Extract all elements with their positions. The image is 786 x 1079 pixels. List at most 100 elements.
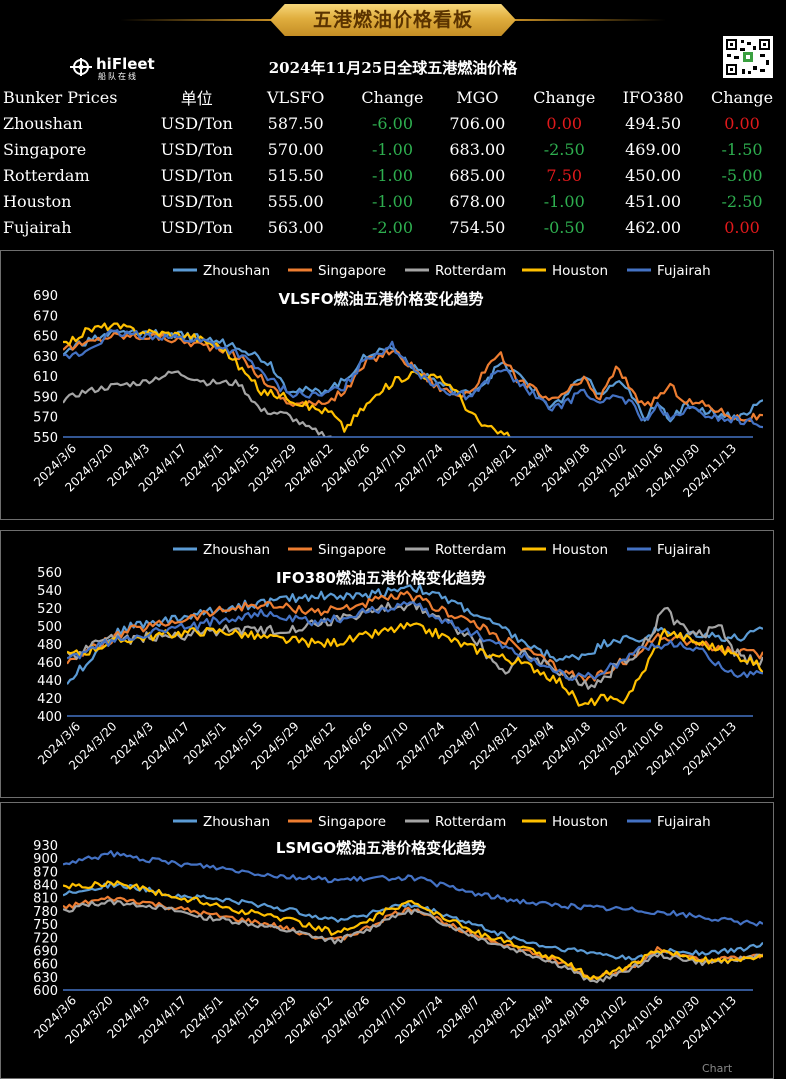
banner-left-rule	[120, 19, 272, 21]
price-cell: 451.00	[625, 191, 682, 211]
y-tick-label: 540	[37, 584, 62, 599]
legend-label: Rotterdam	[435, 263, 506, 279]
legend-label: Singapore	[318, 814, 386, 830]
unit-cell: USD/Ton	[160, 191, 233, 211]
chart-title: VLSFO燃油五港价格变化趋势	[279, 290, 484, 308]
legend-label: Fujairah	[657, 542, 711, 558]
y-tick-label: 480	[37, 638, 62, 653]
legend-label: Houston	[552, 542, 608, 558]
series-line-singapore	[63, 895, 763, 982]
table-row: Zhoushan USD/Ton 587.50 -6.00 706.00 0.00 494.…	[3, 110, 786, 136]
legend-label: Zhoushan	[203, 814, 270, 830]
y-tick-label: 870	[33, 865, 58, 880]
unit-cell: USD/Ton	[160, 217, 233, 237]
banner-plate	[270, 4, 516, 36]
plot-area	[63, 850, 763, 984]
header-banner: 五港燃油价格看板	[0, 0, 786, 40]
series-line-fujairah	[67, 601, 763, 681]
y-tick-label: 520	[37, 602, 62, 617]
hifleet-logo: hiFleet 船队在线	[70, 55, 160, 81]
change-cell: -2.50	[543, 139, 585, 159]
logo-name: hiFleet	[96, 55, 155, 73]
legend-label: Houston	[552, 814, 608, 830]
price-cell: 706.00	[449, 113, 506, 133]
legend-label: Zhoushan	[203, 542, 270, 558]
vlsfo-chart-panel: 550 570 590 610 630 650 670 690 VLSFO燃油五港价格变化趋势 Z…	[0, 250, 774, 520]
report-subtitle: 2024年11月25日全球五港燃油价格	[268, 59, 518, 77]
y-tick-label: 720	[33, 931, 58, 946]
chart-title: LSMGO燃油五港价格变化趋势	[276, 839, 486, 857]
column-header: Change	[361, 87, 424, 107]
price-cell: 683.00	[449, 139, 506, 159]
series-line-zhoushan	[67, 583, 763, 685]
y-tick-label: 560	[37, 566, 62, 581]
change-cell: 7.50	[546, 165, 583, 185]
y-tick-label: 630	[33, 971, 58, 986]
column-header: Change	[710, 87, 774, 107]
y-tick-label: 570	[33, 411, 58, 426]
series-line-singapore	[67, 590, 763, 683]
qr-code-icon[interactable]	[723, 36, 773, 78]
y-tick-label: 630	[33, 350, 58, 365]
price-cell: 587.50	[267, 113, 324, 133]
y-tick-label: 780	[33, 905, 58, 920]
port-name: Singapore	[3, 139, 87, 159]
port-name: Zhoushan	[3, 113, 83, 133]
change-cell: -1.00	[371, 191, 413, 211]
series-line-zhoushan	[63, 328, 763, 423]
change-cell: -2.50	[721, 191, 763, 211]
column-header: MGO	[456, 87, 499, 107]
table-row: Rotterdam USD/Ton 515.50 -1.00 685.00 7.50 450…	[3, 162, 786, 188]
series-line-rotterdam	[67, 600, 763, 690]
port-name: Rotterdam	[3, 165, 90, 185]
legend-label: Fujairah	[657, 814, 711, 830]
price-cell: 754.50	[449, 217, 506, 237]
legend-label: Rotterdam	[435, 542, 506, 558]
legend-label: Singapore	[318, 263, 386, 279]
change-cell: -1.50	[721, 139, 763, 159]
legend-label: Zhoushan	[203, 263, 270, 279]
change-cell: 0.00	[546, 113, 583, 133]
y-tick-label: 810	[33, 892, 58, 907]
series-line-singapore	[63, 331, 763, 422]
vlsfo-chart: 550 570 590 610 630 650 670 690 VLSFO燃油五港价格变化趋势 Z…	[31, 263, 763, 500]
price-cell: 462.00	[625, 217, 682, 237]
change-cell: -5.00	[721, 165, 763, 185]
page-title: 五港燃油价格看板	[312, 9, 473, 31]
y-tick-label: 930	[33, 839, 58, 854]
y-tick-label: 440	[37, 674, 62, 689]
price-cell: 570.00	[267, 139, 324, 159]
unit-cell: USD/Ton	[160, 113, 233, 133]
change-cell: -0.50	[543, 217, 585, 237]
table-row: Houston USD/Ton 555.00 -1.00 678.00 -1.00 451.…	[3, 188, 786, 214]
y-tick-label: 600	[33, 984, 58, 999]
change-cell: -1.00	[371, 139, 413, 159]
price-cell: 555.00	[267, 191, 324, 211]
y-tick-label: 460	[37, 656, 62, 671]
y-tick-label: 590	[33, 390, 58, 405]
column-header: Bunker Prices	[3, 87, 118, 107]
port-name: Fujairah	[3, 217, 72, 237]
change-cell: -1.00	[543, 191, 585, 211]
series-line-rotterdam	[63, 898, 763, 984]
y-tick-label: 650	[33, 330, 58, 345]
price-cell: 494.50	[625, 113, 682, 133]
y-tick-label: 500	[37, 620, 62, 635]
y-tick-label: 670	[33, 309, 58, 324]
y-tick-label: 840	[33, 879, 58, 894]
column-header: VLSFO	[266, 87, 325, 107]
legend-label: Fujairah	[657, 263, 711, 279]
change-cell: 0.00	[724, 113, 760, 133]
y-tick-label: 550	[33, 431, 58, 446]
change-cell: -6.00	[371, 113, 413, 133]
plot-area	[67, 583, 763, 707]
y-tick-label: 900	[33, 852, 58, 867]
price-cell: 678.00	[449, 191, 506, 211]
bunker-price-table: Bunker Prices 单位 VLSFO Change MGO Change IFO38…	[3, 84, 786, 240]
unit-cell: USD/Ton	[160, 165, 233, 185]
change-cell: 0.00	[724, 217, 760, 237]
ifo380-chart-panel: 400 420 440 460 480 500 520 540 560 IFO380燃油五港价格变…	[0, 530, 774, 798]
logo-subtitle: 船队在线	[98, 72, 138, 81]
legend-label: Houston	[552, 263, 608, 279]
price-cell: 685.00	[449, 165, 506, 185]
